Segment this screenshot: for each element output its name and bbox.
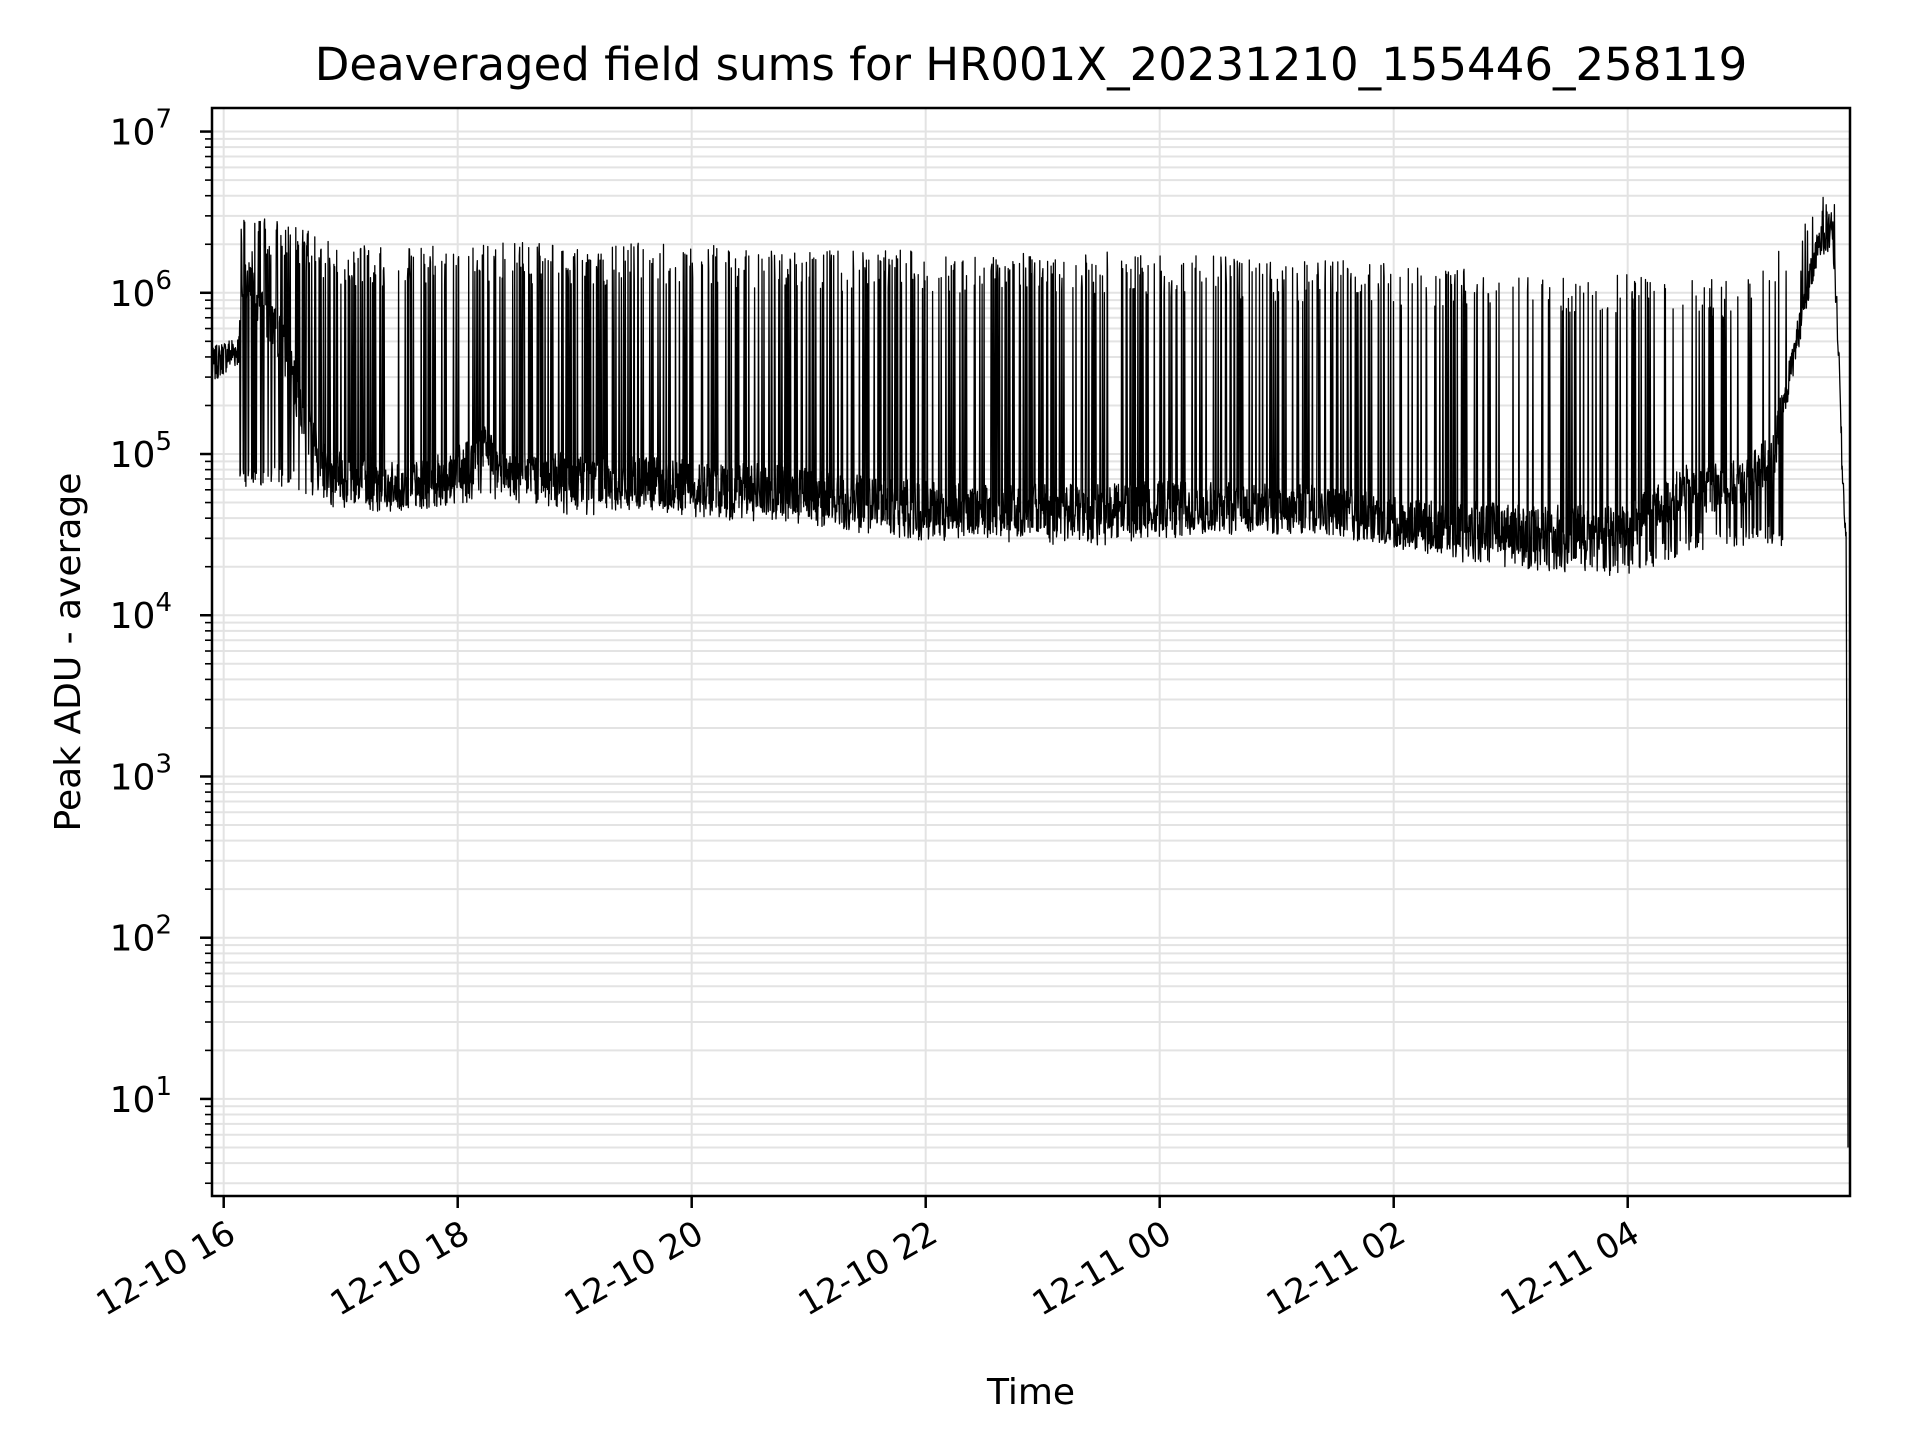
plot-frame: [210, 106, 1852, 1198]
y-tick-base: 10: [110, 757, 156, 798]
y-tick-base: 10: [110, 596, 156, 637]
y-tick-exponent: 7: [155, 105, 172, 135]
y-tick-label: 103: [110, 749, 172, 798]
y-tick-exponent: 4: [155, 588, 172, 618]
y-tick-exponent: 2: [155, 911, 172, 941]
grid-layer: [212, 108, 1850, 1196]
y-tick-label: 107: [110, 105, 172, 154]
y-tick-exponent: 5: [155, 427, 172, 457]
y-tick-exponent: 6: [155, 266, 172, 296]
y-axis-label: Peak ADU - average: [48, 473, 89, 832]
y-tick-label: 101: [110, 1072, 172, 1121]
y-tick-base: 10: [110, 113, 156, 154]
y-tick-exponent: 1: [155, 1072, 172, 1102]
y-tick-base: 10: [110, 1080, 156, 1121]
y-tick-exponent: 3: [155, 749, 172, 779]
x-axis-label: Time: [986, 1372, 1075, 1413]
chart-title: Deaveraged field sums for HR001X_2023121…: [315, 38, 1748, 91]
y-tick-label: 106: [110, 266, 172, 315]
series-line: [211, 196, 1849, 1148]
y-tick-base: 10: [110, 919, 156, 960]
series-layer: [211, 196, 1849, 1148]
y-tick-base: 10: [110, 435, 156, 476]
y-tick-label: 105: [110, 427, 172, 476]
y-tick-base: 10: [110, 274, 156, 315]
y-tick-label: 104: [110, 588, 172, 637]
y-tick-label: 102: [110, 911, 172, 960]
